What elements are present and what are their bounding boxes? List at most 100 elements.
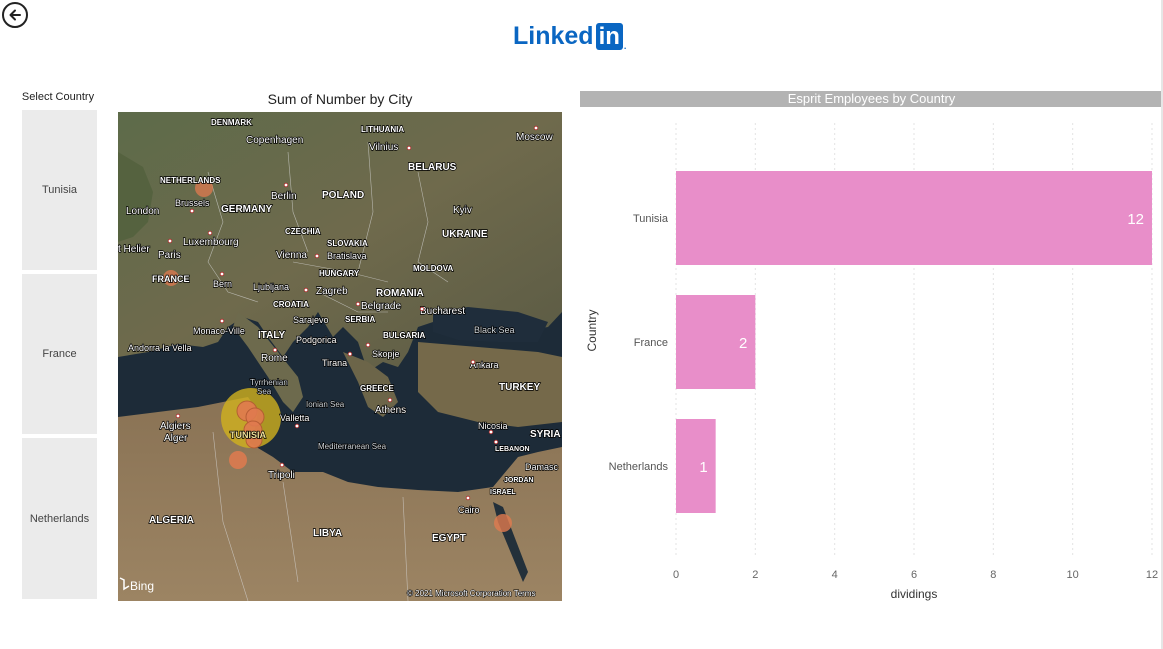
map-label: Ankara [470,360,499,370]
map-label: ALGERIA [149,515,194,526]
map-label: Vilnius [369,142,398,153]
x-tick-label: 4 [832,569,838,581]
map-label: Skopje [372,349,400,359]
slicer-item-netherlands[interactable]: Netherlands [22,438,97,599]
map-label: LEBANON [495,446,530,453]
y-category-label: Tunisia [633,213,669,225]
map-label: Sea [257,387,272,396]
map-label: Algiers [160,421,191,432]
map-bing-logo: Bing [130,579,154,593]
map-label: Bern [213,279,232,289]
map-label: Tirana [322,358,347,368]
slicer-title: Select Country [21,91,95,103]
slicer-item-france[interactable]: France [22,274,97,434]
map-attribution: © 2021 Microsoft Corporation Terms [407,589,535,598]
bar-chart-header: Esprit Employees by Country [580,91,1163,107]
data-label: 1 [699,459,707,476]
x-tick-label: 6 [911,569,917,581]
map-label: Kyiv [453,205,472,216]
slicer-item-label: Netherlands [29,512,90,525]
y-category-label: France [634,337,668,349]
linkedin-logo: Linked in . [513,21,626,52]
map-land-europe [118,112,562,372]
map-title: Sum of Number by City [267,91,413,107]
map-label: HUNGARY [319,269,360,278]
map-label: Berlin [271,191,297,202]
map-label: Nicosia [478,421,508,431]
map-visual[interactable]: DENMARK Copenhagen LITHUANIA Vilnius Mos… [118,112,562,601]
map-label: Rome [261,353,288,364]
map-bubble-france [163,270,179,286]
map-label: Copenhagen [246,135,303,146]
map-label: Ljubljana [253,282,289,292]
map-label: Tyrrhenian [250,378,288,387]
map-label: ISRAEL [490,489,516,496]
map-label: London [126,206,159,217]
map-borders [207,141,449,601]
map-label: GREECE [360,384,394,393]
map-label: Mediterranean Sea [318,442,387,451]
map-label: Valletta [280,413,309,423]
map-label: TURKEY [499,382,540,393]
map-label: Monaco-Ville [193,326,245,336]
bar [676,295,756,389]
map-label: GERMANY [221,204,272,215]
x-tick-label: 10 [1067,569,1079,581]
map-label: Bucharest [420,306,465,317]
map-land-italy [233,312,303,412]
map-label: BULGARIA [383,331,425,340]
map-label: Damasc [525,462,559,472]
map-label: ROMANIA [376,288,424,299]
x-tick-label: 2 [752,569,758,581]
logo-text: Linked [513,21,594,50]
bar [676,419,716,513]
map-label: Paris [158,250,181,261]
map-label: Luxembourg [183,237,239,248]
map-land-turkey [418,342,562,427]
map-label: MOLDOVA [413,264,454,273]
bing-icon [119,577,130,591]
map-label: SYRIA [530,429,561,440]
map-label: SERBIA [345,315,375,324]
bar [676,171,1152,265]
map-label: Vienna [276,250,307,261]
logo-in-box: in [595,22,623,50]
map-label: Bratislava [327,251,367,261]
map-label: BELARUS [408,162,457,173]
map-label: Cairo [458,505,480,515]
map-label: SLOVAKIA [327,239,368,248]
map-label: Brussels [175,198,210,208]
x-tick-label: 8 [990,569,996,581]
map-label: Athens [375,405,406,416]
right-border [1161,0,1163,649]
map-label: POLAND [322,190,364,201]
map-bubble-tunisia-south [229,451,247,469]
map-label: Belgrade [361,301,401,312]
y-category-label: Netherlands [609,461,669,473]
map-label: Moscow [516,132,553,143]
map-bubble-egypt [494,514,512,532]
map-label: JORDAN [504,477,534,484]
map-label: Black Sea [474,325,515,335]
map-label: LIBYA [313,528,342,539]
slicer-item-label: France [42,348,77,360]
bar-chart[interactable]: 0 2 4 6 8 10 12 Tunisia 12 France 2 Netherlands 1 div… [580,108,1161,608]
slicer-item-label: Tunisia [41,184,78,196]
map-label: Zagreb [316,286,348,297]
back-button[interactable] [2,2,28,28]
map-land-africa [118,402,562,601]
map-land-uk [118,152,153,242]
map-city-dots [167,125,539,501]
map-label: EGYPT [432,533,466,544]
map-label: Sarajevo [293,315,329,325]
x-axis-title: dividings [891,587,938,601]
data-label: 12 [1127,211,1144,228]
y-axis-title: Country [585,309,599,351]
map-label: DENMARK [211,118,252,127]
map-label: NETHERLANDS [160,176,221,185]
map-label: CROATIA [273,300,309,309]
arrow-left-circle-icon [9,9,21,21]
x-tick-label: 0 [673,569,679,581]
slicer-item-tunisia[interactable]: Tunisia [22,110,97,270]
map-label: ITALY [258,330,286,341]
